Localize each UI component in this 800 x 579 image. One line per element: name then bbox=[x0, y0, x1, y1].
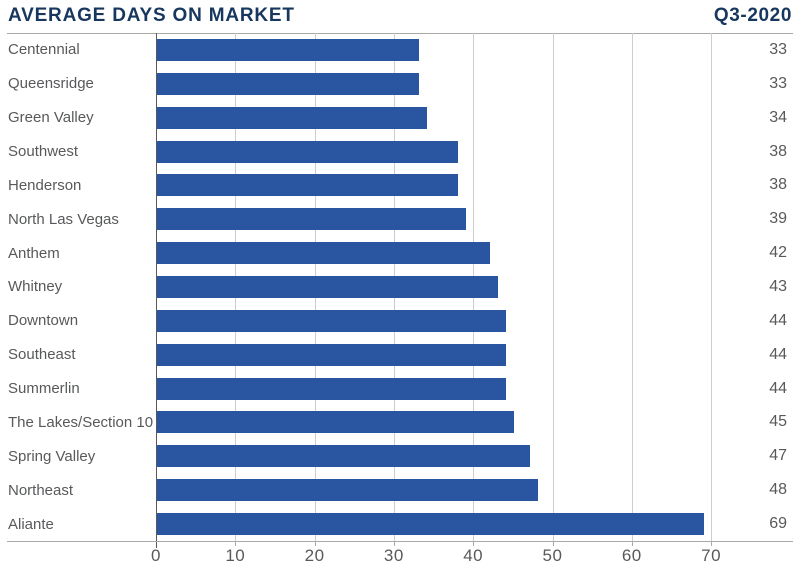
value-label: 43 bbox=[769, 277, 787, 295]
bar bbox=[157, 479, 538, 502]
gridline bbox=[711, 33, 713, 541]
value-label: 44 bbox=[769, 379, 787, 397]
x-axis-tick-mark bbox=[711, 542, 713, 546]
category-label: Whitney bbox=[8, 278, 63, 296]
value-label: 44 bbox=[769, 311, 787, 329]
bar bbox=[157, 276, 498, 298]
value-label: 38 bbox=[769, 142, 787, 160]
bar bbox=[157, 309, 506, 332]
x-axis-tick-mark bbox=[393, 542, 395, 546]
category-label: North Las Vegas bbox=[8, 210, 119, 228]
x-axis-line bbox=[7, 541, 793, 542]
bar bbox=[157, 140, 458, 163]
x-tick-label: 30 bbox=[383, 546, 404, 565]
category-label: Southwest bbox=[8, 143, 79, 161]
category-label: Southeast bbox=[8, 346, 76, 364]
bar bbox=[157, 411, 514, 434]
zero-axis-line bbox=[156, 33, 157, 541]
category-label: Summerlin bbox=[8, 380, 80, 398]
value-label: 33 bbox=[769, 74, 787, 92]
value-label: 45 bbox=[769, 413, 787, 431]
chart-title: AVERAGE DAYS ON MARKET bbox=[8, 5, 295, 26]
value-label: 48 bbox=[769, 481, 787, 499]
x-tick-label: 40 bbox=[463, 546, 484, 565]
period-label: Q3-2020 bbox=[713, 5, 792, 26]
value-label: 34 bbox=[769, 108, 787, 126]
value-label: 33 bbox=[769, 40, 787, 58]
plot-top-border bbox=[7, 33, 793, 34]
x-tick-label: 60 bbox=[621, 546, 642, 565]
x-tick-label: 0 bbox=[151, 546, 161, 565]
bar bbox=[157, 513, 704, 536]
bar bbox=[157, 174, 458, 197]
category-label: Green Valley bbox=[8, 109, 94, 127]
category-label: Downtown bbox=[8, 312, 79, 330]
bar bbox=[157, 242, 490, 265]
x-axis-tick-mark bbox=[473, 542, 475, 546]
value-label: 44 bbox=[769, 345, 787, 363]
x-tick-label: 70 bbox=[701, 546, 722, 565]
bar bbox=[157, 343, 506, 366]
bar bbox=[157, 208, 466, 231]
category-label: The Lakes/Section 10 bbox=[8, 413, 154, 431]
category-label: Northeast bbox=[8, 481, 74, 499]
value-label: 47 bbox=[769, 447, 787, 465]
x-tick-label: 50 bbox=[542, 546, 563, 565]
x-axis-tick-mark bbox=[552, 542, 554, 546]
category-label: Centennial bbox=[8, 41, 80, 59]
category-label: Anthem bbox=[8, 244, 60, 262]
bar bbox=[157, 38, 419, 61]
category-label: Henderson bbox=[8, 176, 82, 194]
gridline bbox=[631, 33, 633, 541]
value-label: 42 bbox=[769, 244, 787, 262]
category-label: Queensridge bbox=[8, 75, 94, 93]
x-axis-tick-mark bbox=[631, 542, 633, 546]
value-label: 69 bbox=[769, 515, 787, 533]
category-label: Aliante bbox=[8, 515, 54, 533]
bar bbox=[157, 377, 506, 400]
x-axis-tick-mark bbox=[235, 542, 237, 546]
value-label: 39 bbox=[769, 210, 787, 228]
x-tick-label: 10 bbox=[225, 546, 246, 565]
category-label: Spring Valley bbox=[8, 447, 96, 465]
bar bbox=[157, 445, 530, 468]
bar bbox=[157, 106, 427, 129]
x-axis-tick-mark bbox=[314, 542, 316, 546]
gridline bbox=[552, 33, 554, 541]
bar bbox=[157, 72, 419, 95]
value-label: 38 bbox=[769, 176, 787, 194]
x-axis-tick-mark bbox=[156, 542, 157, 548]
x-tick-label: 20 bbox=[304, 546, 325, 565]
